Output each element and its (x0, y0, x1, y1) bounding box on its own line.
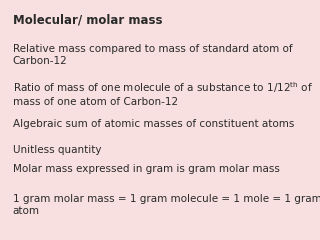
Text: Algebraic sum of atomic masses of constituent atoms: Algebraic sum of atomic masses of consti… (13, 119, 294, 129)
Text: Unitless quantity: Unitless quantity (13, 145, 101, 155)
Text: Molar mass expressed in gram is gram molar mass: Molar mass expressed in gram is gram mol… (13, 164, 280, 174)
Text: 1 gram molar mass = 1 gram molecule = 1 mole = 1 gram
atom: 1 gram molar mass = 1 gram molecule = 1 … (13, 194, 320, 216)
Text: Molecular/ molar mass: Molecular/ molar mass (13, 13, 162, 26)
FancyBboxPatch shape (0, 0, 320, 240)
Text: Ratio of mass of one molecule of a substance to 1/12$^{\mathregular{th}}$ of
mas: Ratio of mass of one molecule of a subst… (13, 80, 313, 107)
Text: Relative mass compared to mass of standard atom of
Carbon-12: Relative mass compared to mass of standa… (13, 44, 292, 66)
